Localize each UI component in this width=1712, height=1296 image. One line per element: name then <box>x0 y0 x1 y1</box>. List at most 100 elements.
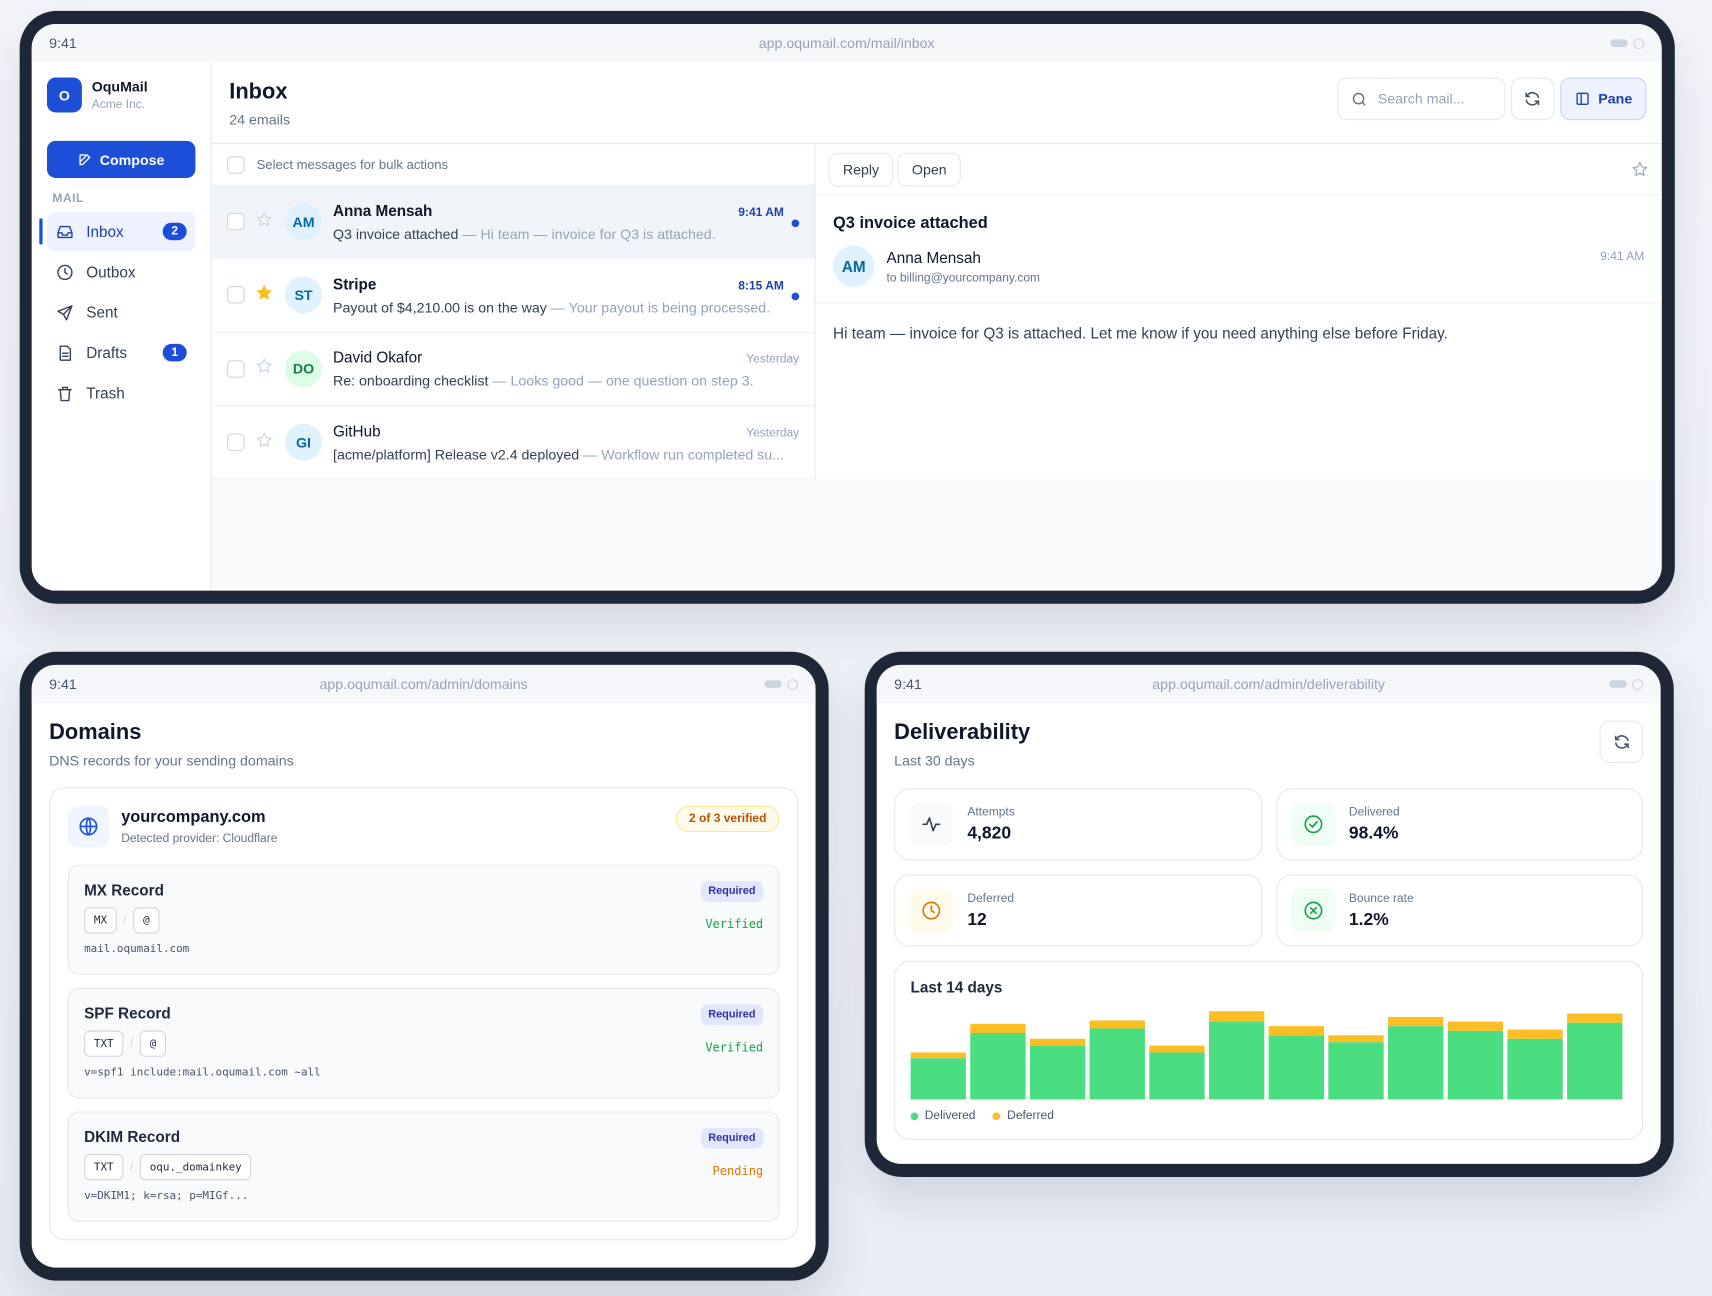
box <box>67 805 110 848</box>
bar-segment <box>1328 1035 1384 1043</box>
message-text: Stripe 8:15 AM Payout of $4,210.00 is on t… <box>333 275 784 315</box>
box: 9:41 app.oqumail.com/admin/deliverability <box>876 664 1661 704</box>
icon <box>1614 735 1629 749</box>
nav-label: Drafts <box>86 343 128 362</box>
checkbox[interactable] <box>227 155 245 174</box>
icon <box>922 817 941 832</box>
record-value: v=DKIM1; k=rsa; p=MIGf... <box>84 1190 249 1203</box>
icon <box>256 358 273 374</box>
icon <box>1525 92 1540 106</box>
icon <box>79 154 87 164</box>
message-text: David Okafor Yesterday Re: onboarding chec… <box>333 349 799 389</box>
bar-segment <box>910 1052 966 1059</box>
main: Inbox 24 emails Search mail... Pane Sele… <box>211 62 1662 591</box>
stat-label: Delivered <box>1348 805 1400 819</box>
stat-value: 1.2% <box>1348 910 1389 929</box>
nav-item[interactable]: Drafts 1 <box>47 333 195 372</box>
box: O OquMail Acme Inc. <box>46 77 195 113</box>
search[interactable]: Search mail... <box>1337 77 1506 121</box>
stat-card: Bounce rate 1.2% <box>1275 874 1644 947</box>
dns-record: MX Record Required MX / @ mail.oqumail.com Ver… <box>67 864 780 975</box>
checkbox[interactable] <box>227 286 245 304</box>
checkbox[interactable] <box>227 360 245 378</box>
stat-text: Bounce rate 1.2% <box>1349 891 1414 929</box>
icon <box>61 351 69 357</box>
message-row[interactable]: AM Anna Mensah 9:41 AM Q3 invoice attached … <box>211 185 815 260</box>
record-name: MX Record <box>84 881 164 899</box>
device-frame: 9:41 app.oqumail.com/admin/domains Domain… <box>19 651 829 1281</box>
bar-segment <box>1029 1045 1086 1100</box>
record-name: DKIM Record <box>84 1127 181 1146</box>
star[interactable] <box>255 431 275 454</box>
icon <box>1614 735 1629 749</box>
pane-button[interactable]: Pane <box>1560 77 1647 121</box>
logo: O <box>46 77 82 113</box>
message-row[interactable]: ST Stripe 8:15 AM Payout of $4,210.00 is on… <box>211 259 815 333</box>
refresh-button[interactable] <box>1510 77 1555 121</box>
status-badge: 2 of 3 verified <box>675 805 780 832</box>
unread-dot <box>791 292 800 301</box>
box: yourcompany.com Detected provider: Cloudf… <box>67 805 780 848</box>
message-top: David Okafor Yesterday <box>333 349 799 366</box>
compose-button[interactable]: Compose <box>46 140 196 178</box>
box: AM Anna Mensah 9:41 AM Q3 invoice attached … <box>211 185 815 480</box>
icon <box>922 901 941 920</box>
box <box>764 678 799 690</box>
nav-item[interactable]: Outbox <box>47 252 195 291</box>
stat-icon <box>1291 802 1335 847</box>
star[interactable] <box>255 210 275 233</box>
icon <box>1303 901 1322 920</box>
nav-item[interactable]: Inbox 2 <box>39 211 196 252</box>
url: app.oqumail.com/admin/domains <box>319 675 528 693</box>
unread-dot <box>791 219 800 228</box>
subtitle: 24 emails <box>229 111 291 128</box>
star[interactable] <box>255 357 275 380</box>
bar-segment <box>1447 1021 1504 1031</box>
record-name: SPF Record <box>84 1004 171 1022</box>
checkbox[interactable] <box>227 213 245 231</box>
reader: Reply Open Q3 invoice attached AM Anna Men… <box>815 144 1662 479</box>
star[interactable] <box>255 284 275 307</box>
icon <box>256 211 273 227</box>
title: Deliverability <box>894 720 1031 745</box>
message-row[interactable]: DO David Okafor Yesterday Re: onboarding ch… <box>211 333 815 407</box>
avatar: AM <box>833 245 875 288</box>
message-row[interactable]: GI GitHub Yesterday [acme/platform] Release… <box>211 406 815 480</box>
icon <box>922 817 941 832</box>
icon <box>64 267 68 275</box>
record-host: @ <box>133 907 160 934</box>
action-button[interactable]: Open <box>897 152 961 187</box>
nav-item[interactable]: Trash <box>47 373 195 412</box>
icon <box>1352 92 1366 106</box>
avatar: AM <box>284 203 323 241</box>
checkbox[interactable] <box>227 433 245 451</box>
nav-icon <box>56 222 75 241</box>
icon <box>256 284 273 300</box>
subject-line: [acme/platform] Release v2.4 deployed — … <box>333 446 799 462</box>
time: Yesterday <box>746 426 800 440</box>
icon <box>1576 92 1589 105</box>
action-button[interactable]: Reply <box>828 152 894 187</box>
box: Select messages for bulk actions <box>211 144 815 186</box>
message-top: GitHub Yesterday <box>333 422 799 439</box>
icon <box>1361 101 1366 106</box>
title: Domains <box>49 720 142 745</box>
icon <box>79 154 91 166</box>
box: yourcompany.com Detected provider: Cloudf… <box>121 808 277 845</box>
brand-org: Acme Inc. <box>91 98 146 112</box>
record-host: oqu._domainkey <box>139 1154 252 1181</box>
subtitle: Last 30 days <box>894 752 975 769</box>
bar-segment <box>970 1033 1026 1100</box>
legend-dot <box>910 1111 919 1120</box>
message-text: GitHub Yesterday [acme/platform] Release v… <box>333 422 799 462</box>
stat-label: Bounce rate <box>1348 891 1414 905</box>
nav-item[interactable]: Sent <box>47 293 195 332</box>
subject: [acme/platform] Release v2.4 deployed <box>332 446 580 463</box>
message-text: Anna Mensah 9:41 AM Q3 invoice attached — … <box>333 202 784 242</box>
box <box>1609 678 1644 690</box>
refresh-button[interactable] <box>1599 720 1644 764</box>
icon <box>1525 92 1540 105</box>
record-codes: TXT / oqu._domainkey <box>84 1154 763 1181</box>
icon <box>256 211 273 227</box>
